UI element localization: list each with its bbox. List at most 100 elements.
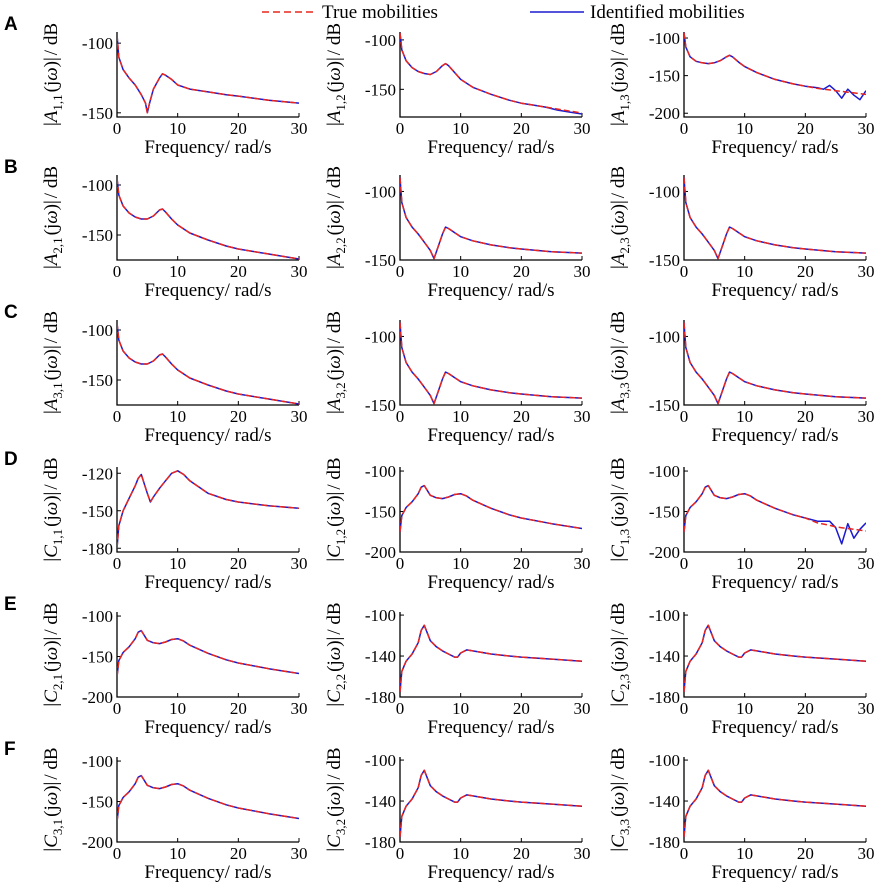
y-axis-label: |A2,3(jω)|/ dB (608, 166, 632, 269)
y-tick-label: -150 (649, 251, 680, 270)
x-tick-label: 0 (680, 262, 689, 281)
x-tick-label: 30 (858, 407, 875, 426)
y-label-unit: / dB (324, 166, 345, 198)
y-label-symbol: C (324, 835, 345, 848)
y-label-open-bar: | (41, 122, 62, 126)
y-label-close-bar: | (324, 57, 345, 61)
row-letter-a: A (4, 14, 18, 35)
x-axis-label: Frequency/ rad/s (144, 137, 271, 158)
y-axis-label: |A3,3(jω)|/ dB (608, 311, 632, 414)
x-tick-label: 20 (513, 262, 530, 281)
y-label-unit: / dB (41, 747, 62, 779)
y-label-symbol: A (41, 110, 62, 124)
x-tick-label: 20 (513, 407, 530, 426)
y-tick-label: -150 (82, 104, 113, 123)
x-tick-label: 10 (452, 119, 469, 138)
y-label-close-bar: | (608, 57, 629, 61)
y-label-j: j (324, 369, 345, 375)
axis-frame (116, 612, 299, 698)
y-label-unit: / dB (41, 602, 62, 634)
y-tick-label: -100 (365, 751, 396, 770)
x-tick-label: 30 (574, 554, 591, 573)
y-label-omega: ω (41, 210, 62, 223)
x-tick-label: 30 (574, 699, 591, 718)
y-label-close-bar: | (608, 492, 629, 496)
y-label-close-bar: | (608, 637, 629, 641)
y-label-symbol: C (41, 690, 62, 703)
y-tick-label: -200 (649, 104, 680, 123)
y-tick-label: -200 (82, 688, 113, 707)
y-label-close-paren: ) (41, 204, 62, 210)
x-tick-label: 20 (230, 554, 247, 573)
y-label-subscript: 2,1 (50, 237, 65, 253)
y-tick-label: -140 (365, 647, 396, 666)
y-label-close-bar: | (608, 200, 629, 204)
y-label-open-bar: | (41, 848, 62, 852)
y-label-open-bar: | (608, 558, 629, 562)
x-tick-label: 0 (680, 119, 689, 138)
y-label-open-paren: ( (41, 374, 62, 380)
y-label-unit: / dB (608, 23, 629, 55)
x-tick-label: 20 (513, 119, 530, 138)
y-label-open-paren: ( (324, 520, 345, 526)
y-label-symbol: C (608, 835, 629, 848)
y-label-symbol: C (41, 545, 62, 558)
y-label-omega: ω (608, 210, 629, 223)
y-axis-label: |C2,1(jω)|/ dB (41, 602, 65, 706)
y-label-subscript: 1,3 (617, 94, 632, 110)
y-label-open-paren: ( (41, 810, 62, 816)
y-label-open-paren: ( (324, 374, 345, 380)
y-label-subscript: 3,1 (50, 819, 65, 835)
x-tick-label: 20 (513, 699, 530, 718)
y-label-close-bar: | (324, 200, 345, 204)
x-tick-label: 0 (396, 699, 405, 718)
true-mobility-line (684, 32, 866, 96)
y-label-close-bar: | (41, 782, 62, 786)
y-label-subscript: 3,1 (50, 382, 65, 398)
row-letter-c: C (4, 302, 18, 323)
y-label-open-paren: ( (41, 520, 62, 526)
x-tick-label: 20 (230, 119, 247, 138)
true-mobility-line (684, 769, 866, 837)
x-axis-label: Frequency/ rad/s (711, 717, 838, 738)
y-label-omega: ω (324, 67, 345, 80)
y-axis-label: |C2,3(jω)|/ dB (608, 602, 632, 706)
y-label-open-bar: | (324, 122, 345, 126)
y-label-j: j (608, 224, 629, 230)
y-label-symbol: C (324, 690, 345, 703)
y-label-subscript: 1,3 (617, 529, 632, 545)
y-axis-label: |C3,1(jω)|/ dB (41, 747, 65, 851)
x-tick-label: 30 (858, 554, 875, 573)
x-axis-label: Frequency/ rad/s (144, 425, 271, 446)
y-label-unit: / dB (608, 311, 629, 343)
y-label-open-paren: ( (41, 665, 62, 671)
legend-identified-label: Identified mobilities (590, 2, 745, 23)
y-tick-label: -180 (365, 833, 396, 852)
y-tick-label: -100 (649, 751, 680, 770)
x-tick-label: 0 (396, 554, 405, 573)
y-label-subscript: 3,2 (333, 819, 348, 835)
y-label-open-paren: ( (608, 229, 629, 235)
row-letter-f: F (4, 739, 16, 760)
x-tick-label: 0 (113, 554, 122, 573)
y-label-subscript: 1,2 (333, 529, 348, 545)
axis-frame (116, 32, 299, 118)
y-label-close-paren: ) (41, 495, 62, 501)
x-tick-label: 20 (513, 554, 530, 573)
x-tick-label: 10 (736, 699, 753, 718)
x-tick-label: 20 (230, 844, 247, 863)
y-label-open-bar: | (41, 703, 62, 707)
y-tick-label: -150 (365, 503, 396, 522)
x-tick-label: 30 (574, 407, 591, 426)
y-label-omega: ω (41, 67, 62, 80)
y-label-j: j (324, 515, 345, 521)
x-axis-label: Frequency/ rad/s (711, 572, 838, 593)
y-label-j: j (324, 224, 345, 230)
axis-frame (116, 757, 299, 843)
true-mobility-line (117, 470, 299, 549)
x-tick-label: 10 (452, 407, 469, 426)
